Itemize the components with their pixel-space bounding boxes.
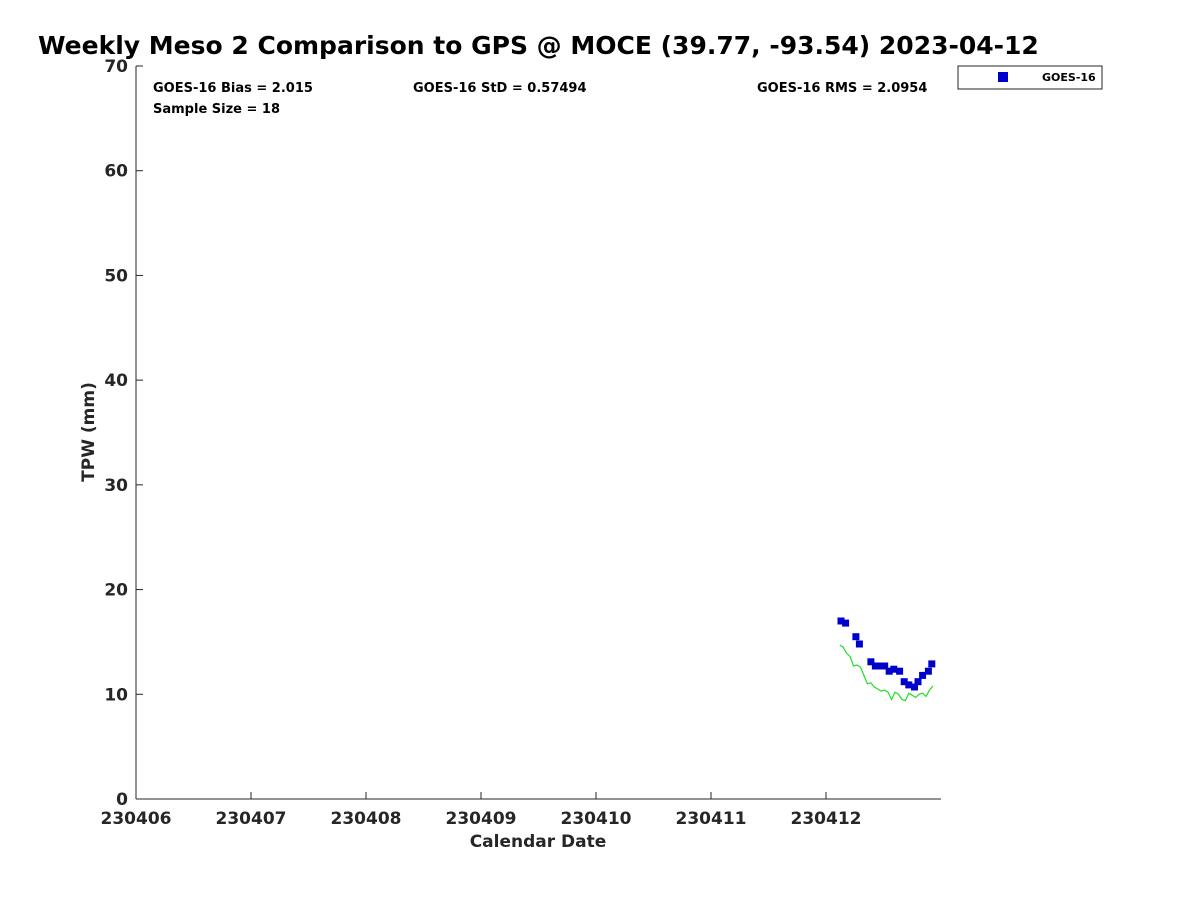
x-tick-label: 230409 — [446, 809, 517, 829]
std-stat: GOES-16 StD = 0.57494 — [413, 81, 587, 96]
goes-point — [919, 671, 927, 679]
chart-title: Weekly Meso 2 Comparison to GPS @ MOCE (… — [38, 31, 1039, 60]
goes-point — [885, 667, 893, 675]
legend-label-goes: GOES-16 — [1042, 71, 1096, 84]
rms-stat: GOES-16 RMS = 2.0954 — [757, 81, 927, 96]
x-tick-label: 230408 — [331, 809, 402, 829]
x-tick-label: 230412 — [791, 809, 862, 829]
goes-point — [881, 662, 889, 670]
plot-area — [136, 66, 941, 799]
y-axis-ticks: 0 10 20 30 40 50 60 70 — [104, 57, 143, 810]
goes-point — [911, 683, 918, 691]
y-tick-label: 70 — [104, 57, 128, 77]
goes-point — [914, 678, 922, 686]
goes-point — [837, 617, 845, 625]
goes-point — [855, 640, 863, 648]
y-tick-label: 60 — [104, 162, 128, 182]
x-tick-label: 230410 — [561, 809, 632, 829]
x-tick-label: 230406 — [101, 809, 172, 829]
y-tick-label: 50 — [104, 266, 128, 286]
x-tick-label: 230411 — [676, 809, 747, 829]
goes-point — [928, 660, 936, 668]
legend-marker-goes — [998, 72, 1008, 82]
goes-point — [867, 658, 875, 666]
goes-point — [852, 633, 860, 641]
y-tick-label: 40 — [104, 371, 128, 391]
goes-point — [871, 662, 879, 670]
goes-series — [837, 617, 936, 691]
goes-point — [924, 667, 932, 675]
gps-series — [839, 644, 934, 702]
goes-point — [842, 619, 850, 627]
x-tick-label: 230407 — [216, 809, 287, 829]
gps-line — [839, 644, 934, 702]
x-axis-label: Calendar Date — [470, 832, 607, 852]
sample-size-stat: Sample Size = 18 — [153, 102, 280, 117]
y-axis-label: TPW (mm) — [79, 382, 99, 482]
bias-stat: GOES-16 Bias = 2.015 — [153, 81, 313, 96]
y-tick-label: 0 — [116, 790, 128, 810]
legend-box — [957, 65, 1103, 90]
legend: GOES-16 — [957, 65, 1103, 90]
x-axis-ticks: 230406 230407 230408 230409 230410 230411 2304… — [101, 792, 862, 829]
y-tick-label: 20 — [104, 581, 128, 601]
y-tick-label: 30 — [104, 476, 128, 496]
goes-point — [876, 662, 884, 670]
goes-point — [900, 678, 908, 686]
goes-point — [896, 667, 904, 675]
y-tick-label: 10 — [104, 685, 128, 705]
goes-point — [890, 665, 898, 673]
goes-point — [905, 681, 913, 689]
